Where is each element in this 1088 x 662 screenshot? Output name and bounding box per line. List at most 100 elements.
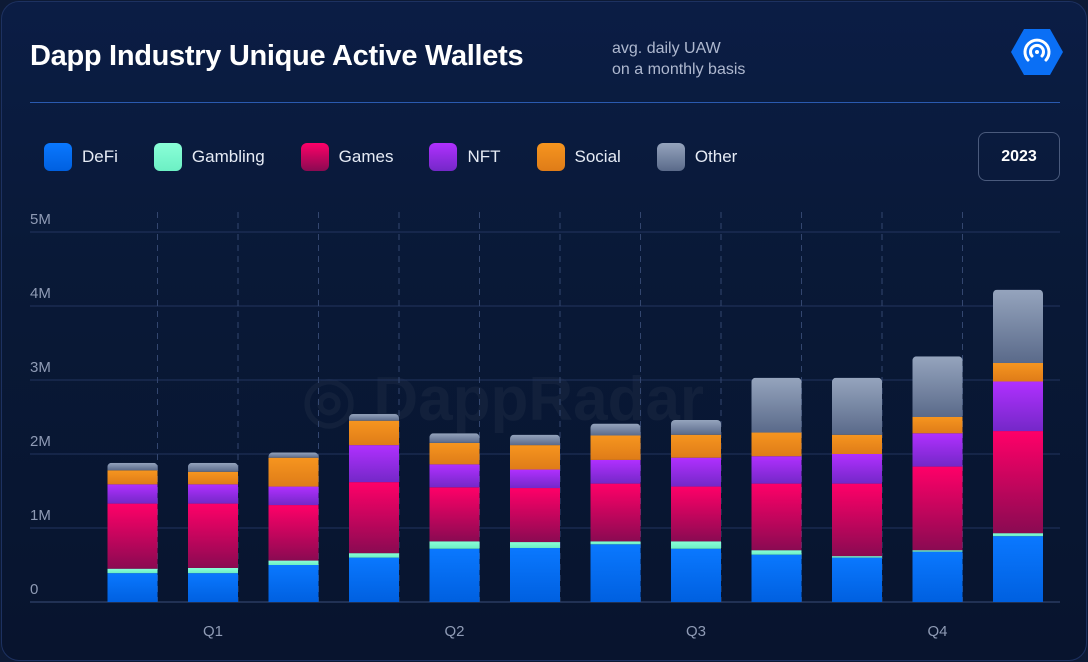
bar-segment-social	[107, 470, 158, 485]
bar-segment-nft	[188, 484, 238, 504]
legend-swatch	[153, 143, 182, 171]
bar-segment-social	[671, 434, 721, 458]
bar-segment-defi	[671, 548, 721, 602]
bar-segment-defi	[993, 536, 1043, 602]
legend-swatch	[656, 143, 685, 171]
bar-mar	[268, 452, 319, 602]
bar-segment-nft	[107, 484, 158, 504]
bar-segment-defi	[429, 548, 480, 602]
bar-segment-games	[188, 503, 238, 568]
bar-segment-other	[510, 434, 560, 446]
bar-segment-games	[832, 483, 882, 557]
bar-segment-nft	[671, 457, 721, 487]
bar-segment-other	[429, 433, 480, 443]
legend-item-nft[interactable]: NFT	[429, 143, 501, 171]
bar-segment-social	[993, 362, 1043, 382]
bar-segment-other	[912, 356, 963, 417]
bar-segment-games	[107, 503, 158, 569]
legend-label: Social	[574, 147, 621, 166]
bar-jan	[107, 462, 158, 602]
bar-segment-nft	[268, 486, 319, 506]
bar-segment-other	[268, 452, 319, 458]
bar-segment-gambling	[671, 541, 721, 549]
bar-segment-social	[590, 435, 641, 460]
bar-nov	[912, 356, 963, 602]
bar-segment-gambling	[510, 542, 560, 548]
bar-segment-nft	[590, 459, 641, 484]
bar-segment-social	[751, 432, 802, 457]
bar-segment-other	[993, 289, 1043, 363]
bar-segment-social	[510, 445, 560, 470]
x-tick-label: Q4	[927, 623, 947, 640]
legend-swatch	[44, 143, 72, 171]
bar-segment-gambling	[429, 541, 480, 549]
y-tick-label: 3M	[30, 359, 51, 376]
bar-segment-nft	[751, 456, 802, 484]
bar-segment-nft	[993, 381, 1043, 432]
bar-segment-other	[751, 377, 802, 433]
bar-segment-defi	[107, 573, 158, 602]
bar-segment-defi	[268, 565, 319, 602]
legend-swatch	[429, 143, 458, 171]
chart-legend: DeFi Gambling Games NFT Social Other	[44, 143, 773, 171]
bar-segment-games	[912, 466, 963, 551]
bar-dec	[993, 289, 1043, 602]
bar-segment-gambling	[188, 567, 238, 574]
x-tick-label: Q3	[686, 623, 706, 640]
legend-swatch	[536, 143, 565, 171]
legend-item-gambling[interactable]: Gambling	[153, 143, 265, 171]
bar-segment-games	[268, 505, 319, 561]
bar-segment-social	[349, 420, 399, 446]
x-tick-label: Q2	[444, 623, 464, 640]
legend-label: Other	[694, 147, 738, 166]
bar-segment-nft	[510, 469, 560, 489]
subtitle-line-2: on a monthly basis	[612, 61, 746, 78]
year-selector-button[interactable]: 2023	[978, 132, 1060, 181]
bar-segment-gambling	[751, 550, 802, 555]
bar-segment-gambling	[993, 533, 1043, 537]
bar-segment-nft	[832, 454, 882, 484]
bar-segment-defi	[349, 557, 399, 602]
bar-segment-defi	[510, 547, 560, 602]
bar-segment-defi	[751, 554, 802, 602]
bar-segment-social	[268, 457, 319, 487]
legend-label: DeFi	[82, 147, 118, 166]
legend-item-other[interactable]: Other	[656, 143, 738, 171]
bar-segment-defi	[188, 573, 238, 602]
bar-segment-nft	[912, 433, 963, 467]
bar-segment-nft	[429, 464, 480, 488]
bar-segment-games	[993, 431, 1043, 534]
bar-segment-gambling	[268, 560, 319, 565]
legend-swatch	[300, 143, 329, 171]
bar-segment-gambling	[590, 541, 641, 545]
bar-segment-games	[349, 482, 399, 554]
bar-segment-other	[188, 462, 238, 472]
bar-jun	[510, 434, 560, 602]
bar-segment-defi	[912, 551, 963, 602]
subtitle-line-1: avg. daily UAW	[612, 40, 721, 57]
bar-oct	[832, 377, 882, 602]
y-tick-label: 0	[30, 581, 38, 598]
legend-label: Gambling	[191, 147, 265, 166]
bar-segment-games	[590, 483, 641, 542]
bar-segment-games	[671, 486, 721, 542]
y-tick-label: 5M	[30, 211, 51, 228]
legend-item-defi[interactable]: DeFi	[44, 143, 118, 171]
bar-feb	[188, 462, 238, 602]
header-divider	[30, 102, 1060, 103]
bar-segment-defi	[590, 544, 641, 602]
bar-apr	[349, 414, 399, 602]
bar-segment-other	[590, 423, 641, 436]
bar-segment-nft	[349, 445, 399, 483]
bar-segment-games	[429, 487, 480, 542]
bar-segment-games	[510, 488, 560, 543]
bar-segment-gambling	[832, 556, 882, 558]
bar-segment-social	[429, 442, 480, 465]
bar-aug	[671, 419, 721, 602]
legend-label: NFT	[467, 147, 501, 166]
legend-item-social[interactable]: Social	[536, 143, 621, 171]
legend-item-games[interactable]: Games	[300, 143, 393, 171]
y-tick-label: 1M	[30, 507, 51, 524]
bar-segment-other	[349, 414, 399, 421]
